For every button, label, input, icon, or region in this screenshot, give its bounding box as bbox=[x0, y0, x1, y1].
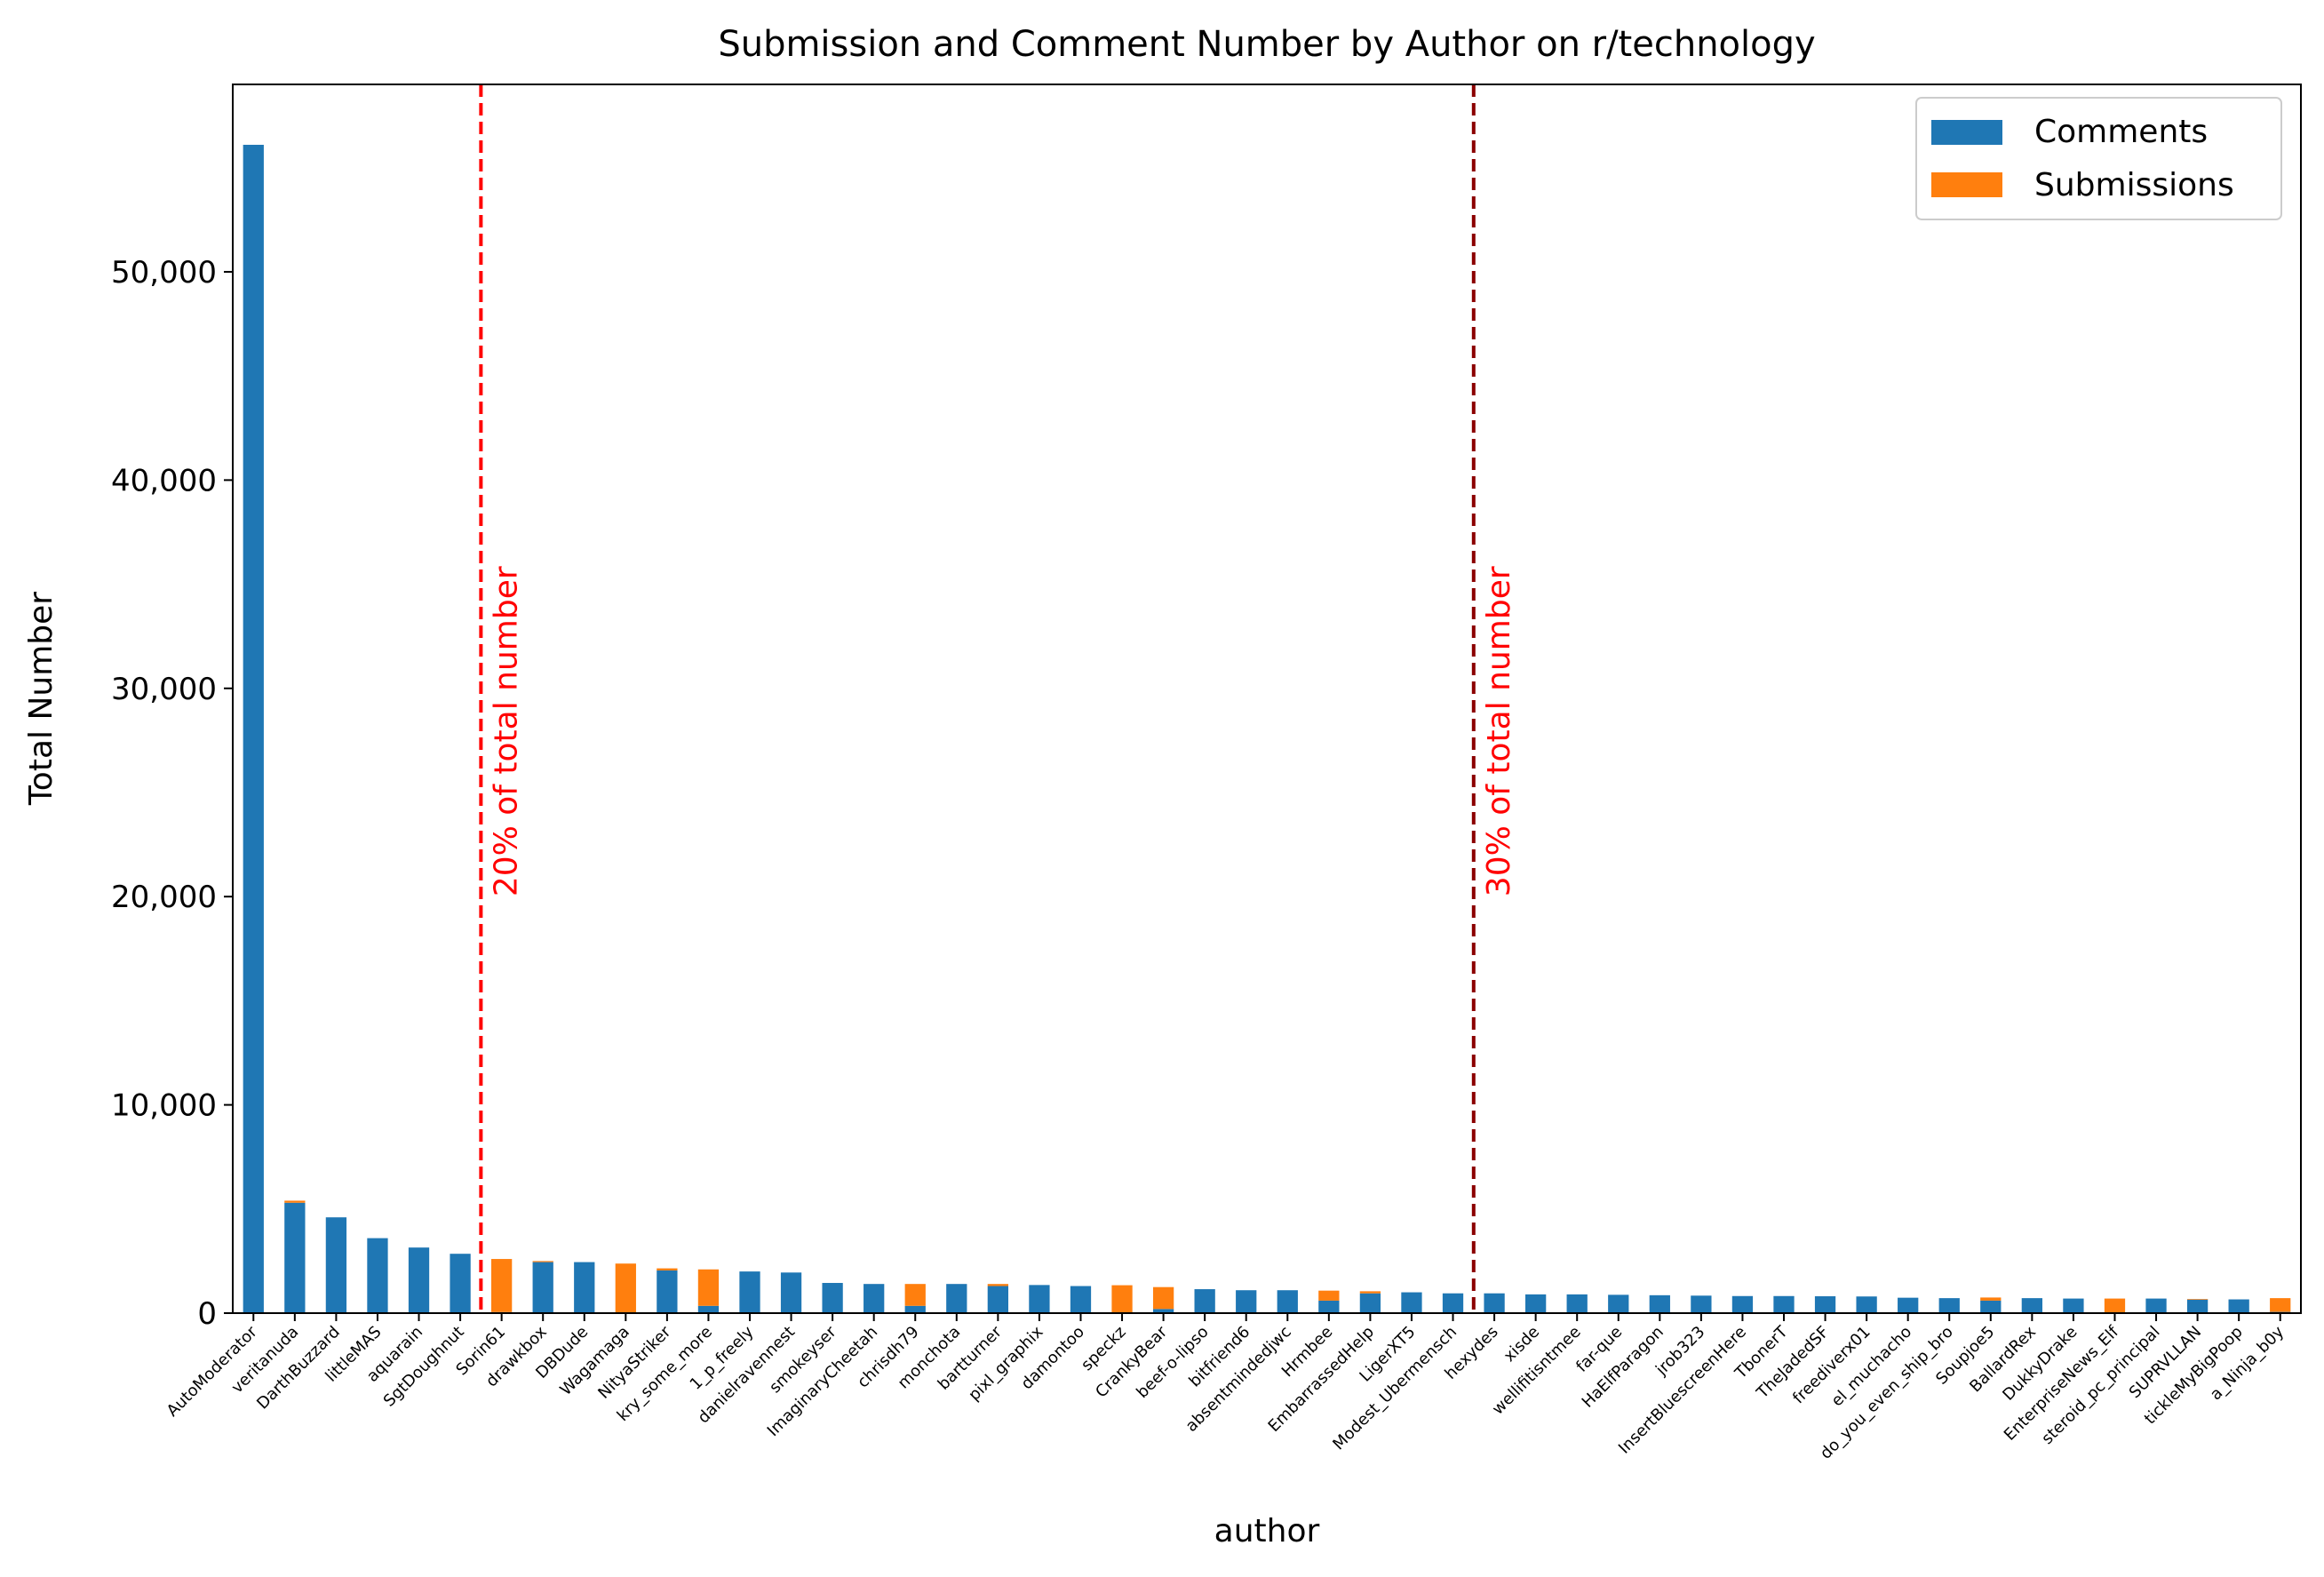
bar-comments-46 bbox=[2145, 1298, 2167, 1313]
bar-submissions-18 bbox=[987, 1284, 1008, 1286]
legend-frame bbox=[1915, 97, 2282, 220]
bar-submissions-22 bbox=[1152, 1286, 1174, 1310]
bar-comments-39 bbox=[1856, 1296, 1877, 1313]
threshold-label-1: 30% of total number bbox=[1481, 566, 1517, 896]
y-tick-label-3: 30,000 bbox=[111, 672, 217, 707]
bar-submissions-11 bbox=[697, 1269, 720, 1306]
bar-submissions-6 bbox=[491, 1259, 513, 1312]
bar-submissions-7 bbox=[532, 1261, 553, 1262]
bar-comments-47 bbox=[2186, 1299, 2209, 1313]
bar-comments-4 bbox=[408, 1247, 430, 1313]
bar-comments-31 bbox=[1525, 1294, 1547, 1313]
bar-comments-14 bbox=[822, 1283, 843, 1313]
chart-title: Submission and Comment Number by Author … bbox=[718, 24, 1815, 65]
bar-comments-23 bbox=[1194, 1289, 1215, 1313]
bar-comments-8 bbox=[574, 1262, 595, 1313]
bar-comments-43 bbox=[2021, 1298, 2042, 1313]
legend: Comments Submissions bbox=[1915, 97, 2282, 220]
bar-comments-17 bbox=[946, 1284, 967, 1313]
bar-submissions-9 bbox=[615, 1263, 636, 1313]
bar-comments-11 bbox=[697, 1305, 720, 1313]
legend-swatch-comments bbox=[1931, 120, 2002, 145]
bar-comments-19 bbox=[1029, 1285, 1050, 1313]
bar-comments-5 bbox=[450, 1254, 471, 1313]
legend-label-comments: Comments bbox=[2034, 114, 2208, 150]
threshold-label-0: 20% of total number bbox=[488, 566, 524, 896]
bar-comments-48 bbox=[2228, 1299, 2249, 1313]
bar-submissions-42 bbox=[1980, 1297, 2002, 1301]
bar-comments-22 bbox=[1152, 1309, 1174, 1313]
bar-comments-15 bbox=[864, 1284, 885, 1313]
bar-submissions-45 bbox=[2104, 1298, 2126, 1313]
bar-comments-20 bbox=[1070, 1286, 1092, 1313]
bar-comments-10 bbox=[657, 1270, 678, 1313]
bar-comments-32 bbox=[1566, 1294, 1588, 1313]
bar-comments-33 bbox=[1608, 1294, 1629, 1313]
bar-submissions-10 bbox=[657, 1268, 678, 1270]
legend-swatch-submissions bbox=[1931, 172, 2002, 197]
bar-submissions-27 bbox=[1359, 1291, 1381, 1294]
bar-comments-3 bbox=[367, 1238, 388, 1313]
bar-submissions-47 bbox=[2186, 1299, 2209, 1300]
bar-comments-12 bbox=[739, 1271, 760, 1313]
y-tick-label-4: 40,000 bbox=[111, 463, 217, 498]
bar-comments-41 bbox=[1938, 1298, 1960, 1313]
bar-comments-42 bbox=[1980, 1300, 2002, 1313]
x-axis-label: author bbox=[1214, 1513, 1320, 1549]
legend-label-submissions: Submissions bbox=[2034, 167, 2234, 203]
y-axis-label: Total Number bbox=[23, 592, 60, 806]
bar-comments-1 bbox=[284, 1202, 306, 1313]
bar-submissions-49 bbox=[2270, 1298, 2291, 1312]
bar-submissions-1 bbox=[284, 1200, 306, 1203]
bar-comments-7 bbox=[532, 1262, 553, 1313]
bar-comments-26 bbox=[1318, 1300, 1340, 1313]
bar-comments-34 bbox=[1649, 1294, 1670, 1313]
threshold-lines-layer: 20% of total number 30% of total number bbox=[479, 84, 1517, 1313]
bar-comments-35 bbox=[1691, 1295, 1712, 1313]
bars-layer bbox=[243, 144, 2291, 1313]
bar-comments-27 bbox=[1359, 1293, 1381, 1313]
bar-submissions-26 bbox=[1318, 1290, 1340, 1301]
bar-comments-29 bbox=[1442, 1293, 1464, 1313]
y-tick-label-1: 10,000 bbox=[111, 1088, 217, 1124]
bar-comments-18 bbox=[987, 1286, 1008, 1313]
y-tick-label-2: 20,000 bbox=[111, 880, 217, 915]
bar-comments-0 bbox=[243, 144, 264, 1313]
bar-comments-44 bbox=[2063, 1298, 2084, 1313]
plot-frame bbox=[232, 84, 2302, 1314]
y-tick-layer: 0 10,000 20,000 30,000 40,000 50,000 bbox=[111, 255, 233, 1332]
bar-comments-30 bbox=[1484, 1293, 1505, 1313]
bar-comments-28 bbox=[1401, 1292, 1422, 1313]
bar-comments-38 bbox=[1814, 1296, 1836, 1313]
bar-comments-2 bbox=[325, 1217, 347, 1313]
bar-comments-16 bbox=[904, 1305, 926, 1313]
bar-comments-37 bbox=[1773, 1295, 1795, 1313]
bar-submissions-16 bbox=[904, 1284, 926, 1306]
bar-comments-40 bbox=[1898, 1297, 1919, 1313]
bar-comments-13 bbox=[780, 1272, 802, 1313]
bar-comments-36 bbox=[1731, 1295, 1754, 1313]
bar-comments-25 bbox=[1277, 1290, 1298, 1313]
y-tick-label-5: 50,000 bbox=[111, 255, 217, 291]
bar-comments-24 bbox=[1236, 1290, 1257, 1313]
bar-submissions-21 bbox=[1111, 1285, 1133, 1313]
y-tick-label-0: 0 bbox=[197, 1296, 217, 1332]
x-tick-layer: AutoModeratorveritanudaDarthBuzzardlittl… bbox=[163, 1313, 2288, 1463]
